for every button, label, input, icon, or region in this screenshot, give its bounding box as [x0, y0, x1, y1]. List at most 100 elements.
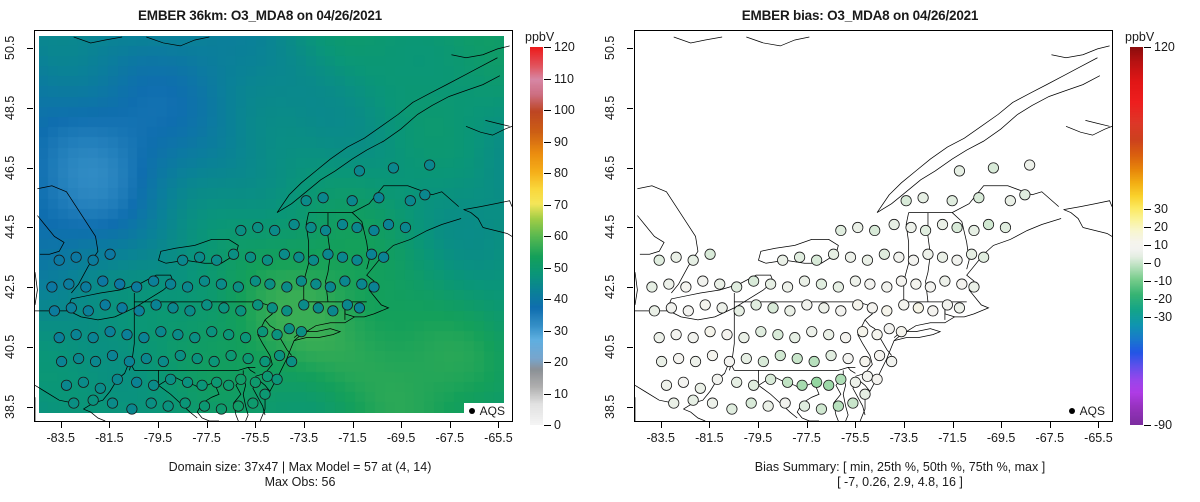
aqs-station-marker[interactable] — [264, 278, 276, 290]
aqs-station-marker[interactable] — [873, 349, 886, 362]
aqs-station-marker[interactable] — [336, 218, 349, 231]
aqs-station-marker[interactable] — [871, 329, 883, 341]
aqs-station-marker[interactable] — [223, 329, 235, 341]
aqs-station-marker[interactable] — [653, 254, 665, 266]
aqs-station-marker[interactable] — [808, 355, 820, 368]
aqs-station-marker[interactable] — [46, 281, 58, 293]
aqs-station-marker[interactable] — [898, 299, 910, 311]
aqs-station-marker[interactable] — [266, 302, 278, 314]
aqs-station-marker[interactable] — [300, 195, 312, 207]
aqs-station-marker[interactable] — [80, 281, 92, 293]
aqs-station-marker[interactable] — [900, 195, 912, 207]
aqs-station-marker[interactable] — [849, 275, 861, 287]
aqs-station-marker[interactable] — [716, 302, 728, 314]
aqs-station-marker[interactable] — [832, 281, 844, 293]
aqs-station-marker[interactable] — [424, 159, 436, 171]
aqs-station-marker[interactable] — [271, 373, 283, 385]
aqs-station-marker[interactable] — [145, 397, 157, 409]
aqs-station-marker[interactable] — [844, 251, 857, 263]
aqs-station-marker[interactable] — [956, 278, 968, 290]
aqs-station-marker[interactable] — [184, 305, 196, 317]
aqs-station-marker[interactable] — [663, 278, 675, 290]
aqs-station-marker[interactable] — [801, 299, 813, 311]
aqs-station-marker[interactable] — [1024, 159, 1036, 171]
aqs-station-marker[interactable] — [87, 332, 99, 344]
aqs-station-marker[interactable] — [781, 281, 794, 293]
aqs-station-marker[interactable] — [307, 254, 320, 266]
aqs-station-marker[interactable] — [322, 248, 334, 260]
colorbar-model[interactable]: ppbV 120 110 100 90 80 70 60 50 40 30 20 10 0 — [525, 30, 600, 432]
aqs-station-marker[interactable] — [774, 349, 786, 362]
aqs-station-marker[interactable] — [368, 224, 380, 237]
aqs-station-marker[interactable] — [968, 281, 980, 293]
aqs-station-marker[interactable] — [133, 305, 145, 317]
aqs-station-marker[interactable] — [271, 329, 283, 341]
aqs-station-marker[interactable] — [798, 400, 811, 412]
aqs-station-marker[interactable] — [1019, 189, 1031, 201]
aqs-station-marker[interactable] — [181, 376, 194, 388]
aqs-station-marker[interactable] — [665, 302, 677, 314]
aqs-station-marker[interactable] — [861, 370, 874, 382]
aqs-station-marker[interactable] — [97, 275, 109, 287]
aqs-station-marker[interactable] — [312, 302, 324, 314]
aqs-station-marker[interactable] — [419, 189, 431, 201]
aqs-station-marker[interactable] — [194, 251, 206, 263]
aqs-station-marker[interactable] — [399, 221, 412, 234]
aqs-station-marker[interactable] — [242, 352, 254, 365]
aqs-station-marker[interactable] — [784, 305, 796, 317]
aqs-station-marker[interactable] — [53, 254, 65, 266]
aqs-station-marker[interactable] — [295, 326, 307, 338]
aqs-station-marker[interactable] — [189, 332, 201, 344]
aqs-station-marker[interactable] — [936, 218, 949, 231]
aqs-station-marker[interactable] — [767, 302, 779, 314]
aqs-station-marker[interactable] — [927, 305, 939, 317]
aqs-station-marker[interactable] — [257, 326, 269, 338]
aqs-station-marker[interactable] — [973, 192, 985, 204]
aqs-station-marker[interactable] — [706, 349, 719, 362]
aqs-station-marker[interactable] — [694, 382, 706, 394]
aqs-station-marker[interactable] — [336, 251, 349, 263]
aqs-station-marker[interactable] — [673, 352, 685, 365]
aqs-station-marker[interactable] — [174, 349, 186, 362]
aqs-station-marker[interactable] — [827, 248, 840, 260]
aqs-station-marker[interactable] — [765, 278, 777, 290]
aqs-station-marker[interactable] — [849, 376, 861, 388]
aqs-station-marker[interactable] — [888, 218, 900, 231]
aqs-station-marker[interactable] — [706, 397, 719, 409]
aqs-station-marker[interactable] — [978, 251, 990, 263]
aqs-station-marker[interactable] — [907, 254, 920, 266]
aqs-station-marker[interactable] — [273, 349, 286, 362]
aqs-station-marker[interactable] — [871, 373, 883, 385]
aqs-station-marker[interactable] — [68, 397, 80, 409]
aqs-station-marker[interactable] — [731, 376, 743, 388]
aqs-station-marker[interactable] — [869, 224, 881, 237]
map-plot-model[interactable]: AQS — [34, 30, 513, 422]
aqs-station-marker[interactable] — [339, 275, 351, 287]
aqs-station-marker[interactable] — [999, 221, 1012, 234]
aqs-station-marker[interactable] — [687, 394, 699, 406]
aqs-station-marker[interactable] — [123, 355, 135, 368]
aqs-station-marker[interactable] — [815, 278, 827, 290]
aqs-station-marker[interactable] — [668, 397, 680, 409]
aqs-station-marker[interactable] — [852, 299, 864, 311]
aqs-station-marker[interactable] — [295, 275, 307, 287]
aqs-station-marker[interactable] — [247, 397, 259, 409]
aqs-station-marker[interactable] — [723, 355, 735, 368]
aqs-station-marker[interactable] — [721, 329, 733, 341]
aqs-station-marker[interactable] — [677, 376, 689, 388]
aqs-station-marker[interactable] — [861, 254, 874, 266]
aqs-station-marker[interactable] — [225, 349, 237, 362]
aqs-station-marker[interactable] — [177, 254, 189, 266]
aqs-station-marker[interactable] — [750, 299, 762, 311]
aqs-station-marker[interactable] — [895, 275, 907, 287]
aqs-station-marker[interactable] — [235, 224, 247, 237]
aqs-station-marker[interactable] — [939, 275, 951, 287]
aqs-station-marker[interactable] — [288, 218, 300, 231]
aqs-station-marker[interactable] — [63, 278, 75, 290]
aqs-station-marker[interactable] — [65, 302, 77, 314]
aqs-station-marker[interactable] — [211, 254, 223, 266]
aqs-station-marker[interactable] — [924, 281, 936, 293]
aqs-station-marker[interactable] — [235, 305, 247, 317]
aqs-station-marker[interactable] — [366, 248, 378, 260]
aqs-station-marker[interactable] — [165, 373, 177, 385]
